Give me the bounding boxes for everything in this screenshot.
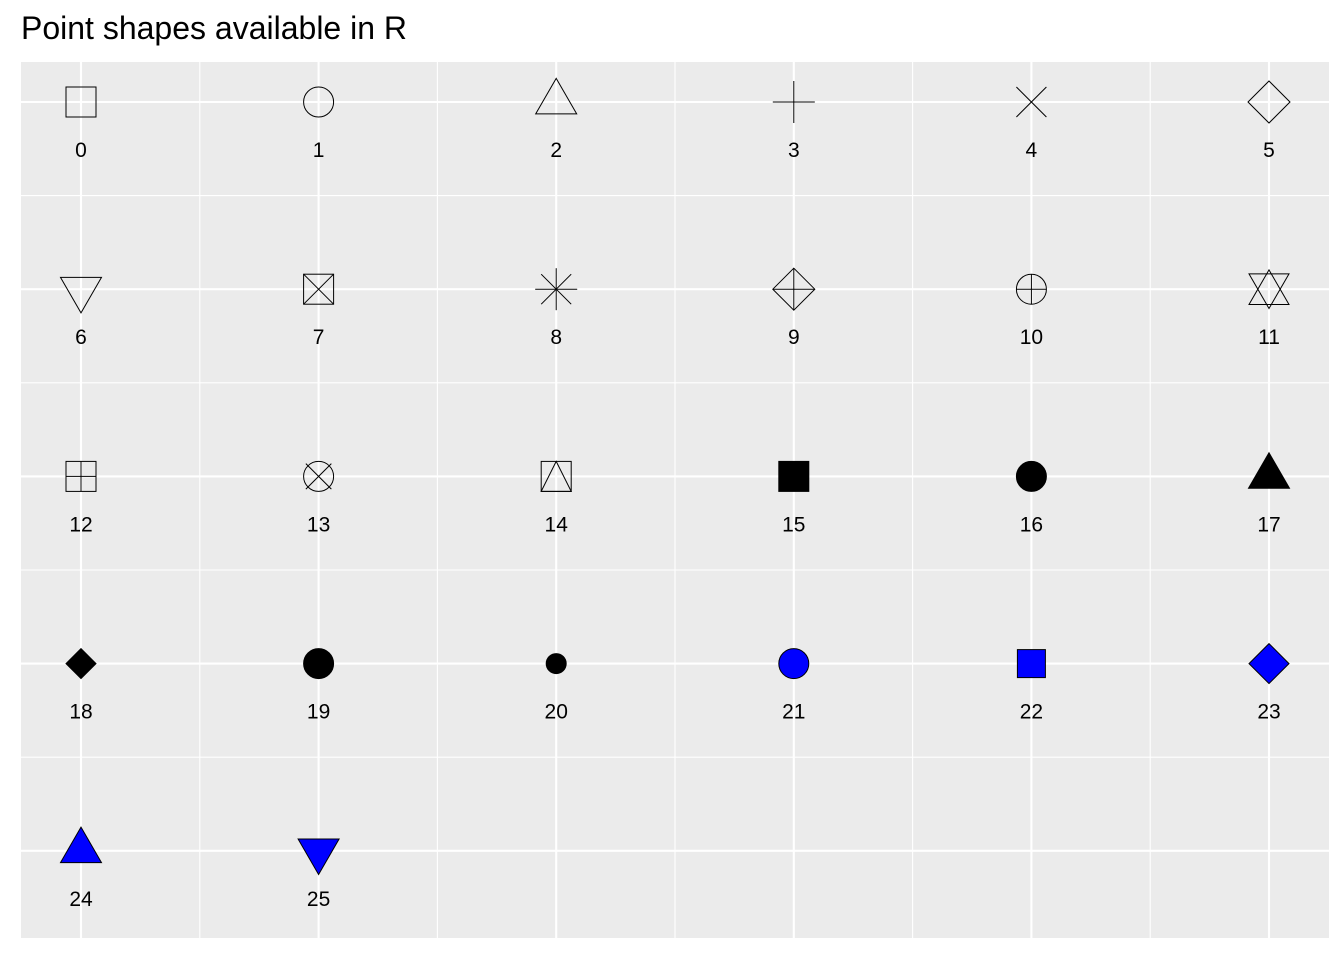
point-shape-25	[297, 838, 340, 876]
point-shape-24	[59, 826, 103, 864]
shape-label: 6	[75, 326, 87, 349]
shape-label: 18	[69, 701, 92, 724]
shape-label: 15	[782, 513, 805, 536]
shape-label: 19	[307, 701, 330, 724]
shape-label: 4	[1026, 139, 1038, 162]
shape-label: 20	[545, 701, 568, 724]
shape-label: 24	[69, 888, 93, 911]
point-shape-10	[1015, 273, 1047, 305]
shape-label: 3	[788, 139, 800, 162]
shape-label: 11	[1258, 326, 1280, 349]
point-shape-22	[1016, 649, 1046, 679]
shape-label: 2	[550, 139, 562, 162]
point-shape-0	[65, 86, 97, 118]
shape-label: 14	[545, 513, 569, 536]
point-shape-9	[772, 267, 816, 311]
shape-label: 17	[1257, 513, 1280, 536]
point-shape-6	[59, 276, 103, 314]
shape-label: 0	[75, 139, 87, 162]
shape-label: 8	[550, 326, 562, 349]
chart-title: Point shapes available in R	[21, 10, 408, 46]
point-shape-2	[534, 77, 578, 115]
point-shape-19	[303, 648, 335, 680]
shape-label: 7	[313, 326, 325, 349]
shape-label: 23	[1257, 701, 1280, 724]
point-shape-4	[1016, 86, 1047, 118]
shape-label: 13	[307, 513, 330, 536]
point-shape-16	[1015, 460, 1047, 492]
shape-label: 12	[69, 513, 92, 536]
point-shape-17	[1247, 451, 1291, 489]
point-shape-13	[303, 460, 335, 492]
shape-marks	[59, 77, 1291, 876]
point-shape-14	[540, 460, 573, 492]
point-shape-7	[303, 273, 335, 305]
point-shape-21	[778, 648, 810, 680]
shape-label: 9	[788, 326, 800, 349]
shape-label: 1	[313, 139, 325, 162]
point-shape-23	[1248, 642, 1290, 685]
shape-label: 21	[782, 701, 805, 724]
point-shape-11	[1248, 268, 1290, 310]
point-shape-20	[545, 653, 567, 675]
point-shape-8	[535, 268, 578, 311]
point-shape-3	[772, 81, 815, 123]
point-shape-12	[65, 460, 97, 492]
point-shape-18	[65, 647, 97, 680]
point-shape-15	[778, 460, 810, 492]
grid-lines	[21, 62, 1329, 938]
shape-label: 5	[1263, 139, 1275, 162]
point-shape-5	[1247, 80, 1291, 124]
shape-label: 16	[1020, 513, 1043, 536]
shape-label: 25	[307, 888, 330, 911]
shape-label: 22	[1020, 701, 1043, 724]
shape-label: 10	[1020, 326, 1043, 349]
point-shape-1	[303, 86, 335, 118]
